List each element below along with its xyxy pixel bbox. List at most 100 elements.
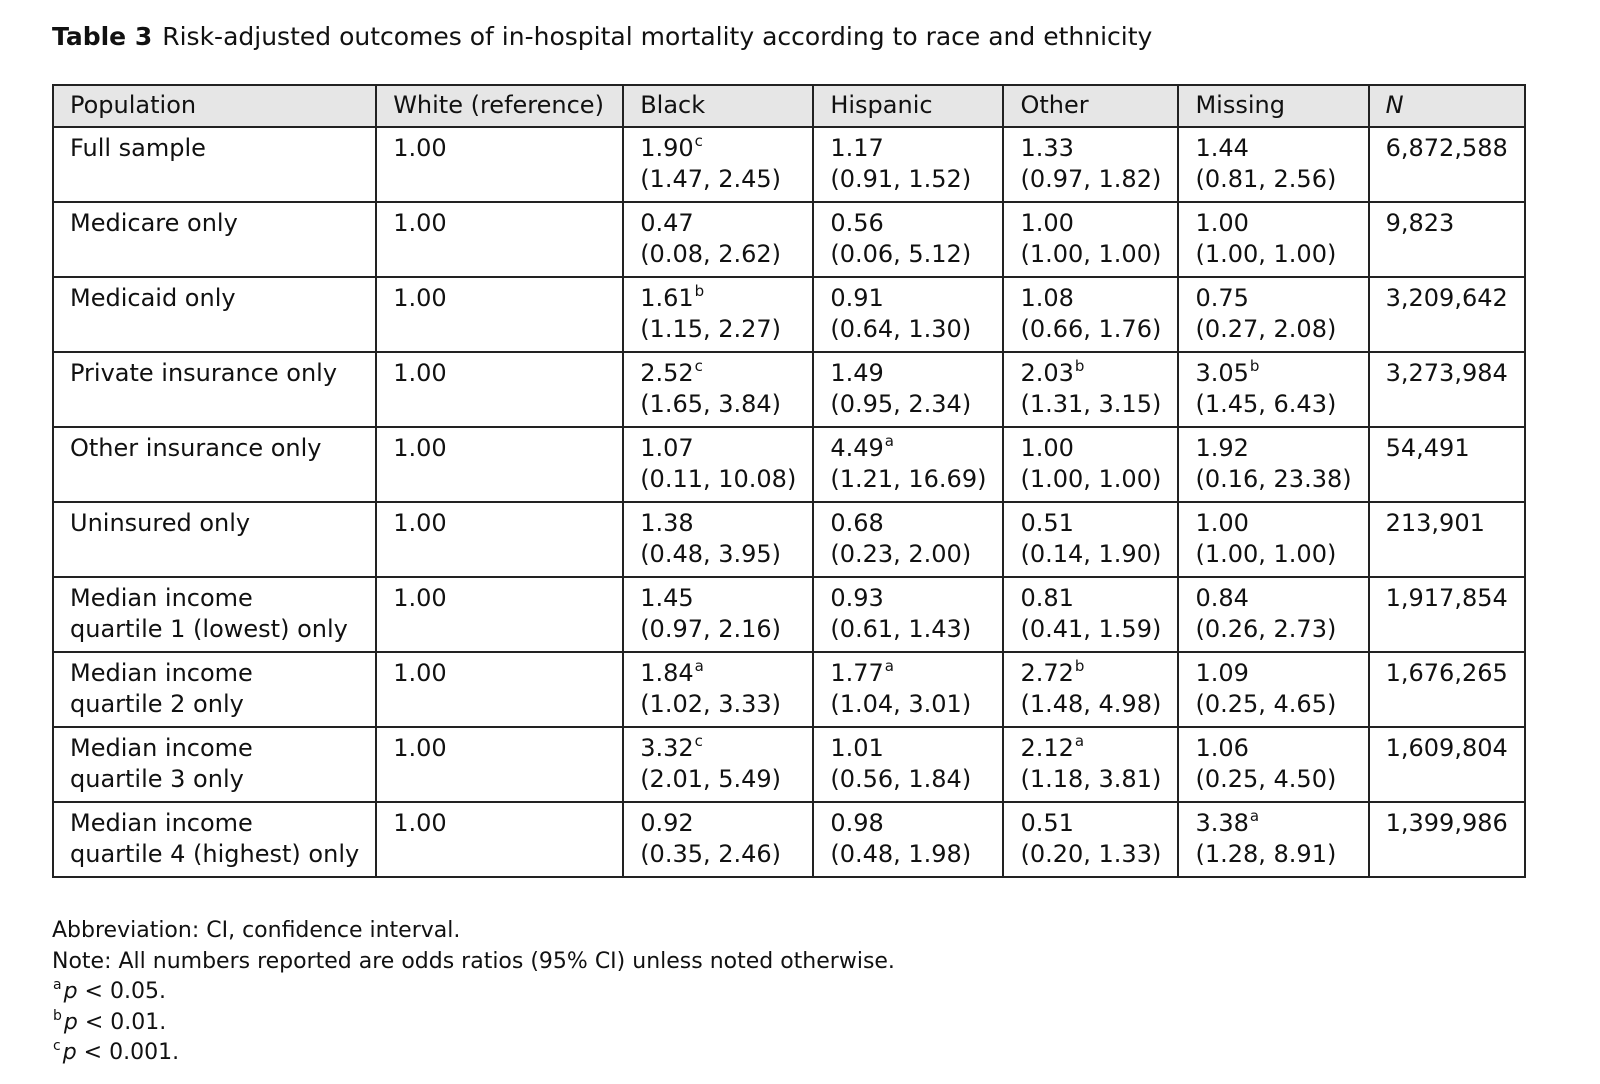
white-reference-cell: 1.00 xyxy=(375,501,625,578)
population-cell: Median income quartile 3 only xyxy=(51,726,378,803)
table-notes: Abbreviation: CI, confidence interval. N… xyxy=(52,916,895,1069)
population-label-line: Full sample xyxy=(70,134,206,162)
confidence-interval: (0.81, 2.56) xyxy=(1195,165,1337,193)
confidence-interval: (0.25, 4.50) xyxy=(1195,765,1337,793)
footnote-b: bp < 0.01. xyxy=(52,1008,895,1039)
table-row: Median income quartile 2 only 1.00 1.84a (1.… xyxy=(51,651,1526,728)
confidence-interval: (0.23, 2.00) xyxy=(830,540,972,568)
confidence-interval: (0.64, 1.30) xyxy=(830,315,972,343)
population-label-line: Median income xyxy=(70,734,253,762)
confidence-interval: (1.00, 1.00) xyxy=(1195,240,1337,268)
column-header-missing: Missing xyxy=(1177,84,1370,128)
table-row: Private insurance only 1.00 2.52c (1.65, 3.… xyxy=(51,351,1526,428)
hispanic-odds-ratio-cell: 0.56 (0.06, 5.12) xyxy=(812,201,1005,278)
population-label-line: Median income xyxy=(70,809,253,837)
population-cell: Medicaid only xyxy=(51,276,378,353)
general-note: Note: All numbers reported are odds rati… xyxy=(52,948,895,974)
odds-ratio-value: 0.47 xyxy=(640,209,694,237)
confidence-interval: (1.00, 1.00) xyxy=(1020,240,1162,268)
table-title: Risk-adjusted outcomes of in-hospital mo… xyxy=(162,22,1153,51)
confidence-interval: (1.45, 6.43) xyxy=(1195,390,1337,418)
odds-ratio-value: 1.45 xyxy=(640,584,694,612)
footnote-mark: b xyxy=(53,1007,62,1024)
n-cell: 6,872,588 xyxy=(1367,126,1526,203)
white-reference-cell: 1.00 xyxy=(375,651,625,728)
confidence-interval: (0.14, 1.90) xyxy=(1020,540,1162,568)
significance-marker: c xyxy=(694,357,703,375)
odds-ratio-value: 1.00 xyxy=(1195,209,1249,237)
n-cell: 1,676,265 xyxy=(1367,651,1526,728)
footnote-p: p xyxy=(62,1040,77,1065)
confidence-interval: (0.61, 1.43) xyxy=(830,615,972,643)
population-cell: Uninsured only xyxy=(51,501,378,578)
footnote-p: p xyxy=(63,1009,78,1035)
hispanic-odds-ratio-cell: 1.17 (0.91, 1.52) xyxy=(812,126,1005,203)
white-reference-cell: 1.00 xyxy=(375,426,625,503)
table-row: Medicare only 1.00 0.47 (0.08, 2.62) 0.56 (0.… xyxy=(51,201,1526,278)
confidence-interval: (0.26, 2.73) xyxy=(1195,615,1337,643)
n-cell: 213,901 xyxy=(1367,501,1526,578)
odds-ratio-value: 0.75 xyxy=(1195,284,1249,312)
table-row: Full sample 1.00 1.90c (1.47, 2.45) 1.17 (0.9… xyxy=(51,126,1526,203)
other-odds-ratio-cell: 2.12a (1.18, 3.81) xyxy=(1002,726,1180,803)
confidence-interval: (2.01, 5.49) xyxy=(640,765,782,793)
confidence-interval: (1.21, 16.69) xyxy=(830,465,987,493)
hispanic-odds-ratio-cell: 0.98 (0.48, 1.98) xyxy=(812,801,1005,878)
population-label-line: quartile 3 only xyxy=(70,765,244,793)
confidence-interval: (0.08, 2.62) xyxy=(640,240,782,268)
missing-odds-ratio-cell: 1.44 (0.81, 2.56) xyxy=(1177,126,1370,203)
other-odds-ratio-cell: 0.81 (0.41, 1.59) xyxy=(1002,576,1180,653)
hispanic-odds-ratio-cell: 0.91 (0.64, 1.30) xyxy=(812,276,1005,353)
population-cell: Median income quartile 2 only xyxy=(51,651,378,728)
black-odds-ratio-cell: 1.38 (0.48, 3.95) xyxy=(622,501,815,578)
odds-ratio-value: 1.00 xyxy=(1020,434,1074,462)
population-label-line: quartile 2 only xyxy=(70,690,244,718)
footnote-threshold: < 0.001. xyxy=(76,1040,180,1065)
table-row: Other insurance only 1.00 1.07 (0.11, 10.08… xyxy=(51,426,1526,503)
missing-odds-ratio-cell: 1.92 (0.16, 23.38) xyxy=(1177,426,1370,503)
odds-ratio-value: 0.84 xyxy=(1195,584,1249,612)
table-caption: Table 3 Risk-adjusted outcomes of in-hosp… xyxy=(52,20,1152,54)
confidence-interval: (0.56, 1.84) xyxy=(830,765,972,793)
confidence-interval: (0.25, 4.65) xyxy=(1195,690,1337,718)
confidence-interval: (0.66, 1.76) xyxy=(1020,315,1162,343)
missing-odds-ratio-cell: 1.09 (0.25, 4.65) xyxy=(1177,651,1370,728)
missing-odds-ratio-cell: 1.00 (1.00, 1.00) xyxy=(1177,501,1370,578)
white-reference-cell: 1.00 xyxy=(375,576,625,653)
odds-ratio-value: 1.06 xyxy=(1195,734,1249,762)
missing-odds-ratio-cell: 1.06 (0.25, 4.50) xyxy=(1177,726,1370,803)
hispanic-odds-ratio-cell: 0.93 (0.61, 1.43) xyxy=(812,576,1005,653)
odds-ratio-value: 2.72 xyxy=(1020,659,1074,687)
population-label-line: Medicaid only xyxy=(70,284,236,312)
missing-odds-ratio-cell: 1.00 (1.00, 1.00) xyxy=(1177,201,1370,278)
confidence-interval: (0.16, 23.38) xyxy=(1195,465,1352,493)
column-header-other: Other xyxy=(1002,84,1180,128)
table-row: Median income quartile 3 only 1.00 3.32c (2.… xyxy=(51,726,1526,803)
table-row: Uninsured only 1.00 1.38 (0.48, 3.95) 0.68 (0… xyxy=(51,501,1526,578)
significance-marker: c xyxy=(694,132,703,150)
confidence-interval: (0.41, 1.59) xyxy=(1020,615,1162,643)
header-row: Population White (reference) Black Hispa… xyxy=(51,84,1526,128)
odds-ratio-value: 4.49 xyxy=(830,434,884,462)
white-reference-cell: 1.00 xyxy=(375,726,625,803)
white-reference-cell: 1.00 xyxy=(375,351,625,428)
population-cell: Median income quartile 4 (highest) only xyxy=(51,801,378,878)
footnote-threshold: < 0.05. xyxy=(77,979,166,1004)
odds-ratio-value: 0.51 xyxy=(1020,509,1074,537)
column-header-hispanic: Hispanic xyxy=(812,84,1005,128)
missing-odds-ratio-cell: 0.84 (0.26, 2.73) xyxy=(1177,576,1370,653)
population-label-line: Medicare only xyxy=(70,209,238,237)
population-cell: Median income quartile 1 (lowest) only xyxy=(51,576,378,653)
n-cell: 9,823 xyxy=(1367,201,1526,278)
population-cell: Medicare only xyxy=(51,201,378,278)
odds-ratio-value: 3.38 xyxy=(1195,809,1249,837)
confidence-interval: (1.47, 2.45) xyxy=(640,165,782,193)
mortality-table: Population White (reference) Black Hispa… xyxy=(51,84,1526,878)
footnote-a: ap < 0.05. xyxy=(52,977,895,1008)
odds-ratio-value: 1.61 xyxy=(640,284,694,312)
column-header-population: Population xyxy=(51,84,378,128)
odds-ratio-value: 1.01 xyxy=(830,734,884,762)
population-label-line: Median income xyxy=(70,659,253,687)
black-odds-ratio-cell: 1.84a (1.02, 3.33) xyxy=(622,651,815,728)
significance-marker: b xyxy=(1249,357,1260,375)
